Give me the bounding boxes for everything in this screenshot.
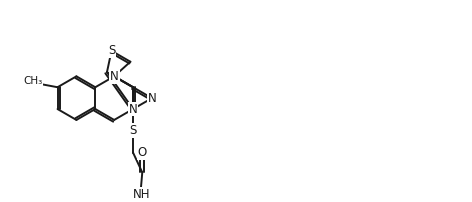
Text: N: N bbox=[110, 70, 118, 83]
Text: NH: NH bbox=[133, 188, 150, 201]
Text: N: N bbox=[148, 92, 156, 105]
Text: N: N bbox=[129, 103, 137, 116]
Text: CH₃: CH₃ bbox=[23, 76, 42, 86]
Text: S: S bbox=[129, 124, 137, 137]
Text: S: S bbox=[108, 44, 115, 57]
Text: O: O bbox=[138, 146, 147, 159]
